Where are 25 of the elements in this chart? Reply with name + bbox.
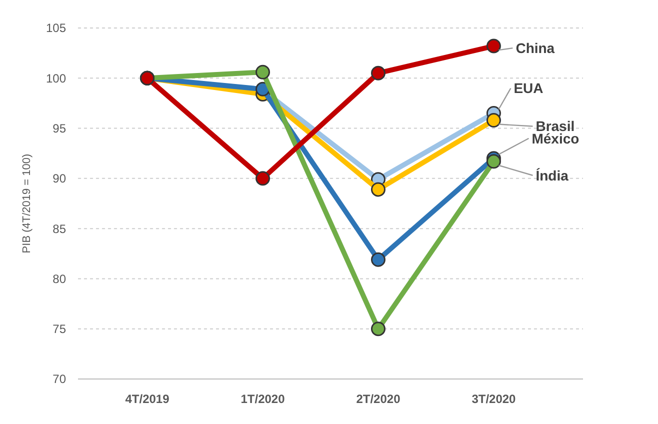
y-tick-label: 80 <box>52 272 66 286</box>
x-tick-label: 4T/2019 <box>125 392 170 406</box>
point <box>370 252 386 267</box>
y-tick-label: 100 <box>46 71 66 86</box>
point <box>370 182 386 197</box>
y-tick-label: 75 <box>52 322 66 336</box>
point <box>256 64 270 80</box>
y-tick-label: 70 <box>52 372 66 386</box>
point <box>486 154 501 169</box>
x-tick-label: 3T/2020 <box>472 392 516 406</box>
y-axis-title: PIB (4T/2019 = 100) <box>21 154 33 254</box>
point <box>256 171 270 186</box>
x-tick-label: 1T/2020 <box>240 392 286 406</box>
point <box>486 38 501 54</box>
x-tick-label: 2T/2020 <box>356 392 401 406</box>
series-label: China <box>516 40 555 56</box>
point <box>370 322 386 336</box>
y-tick-label: 105 <box>46 21 66 36</box>
y-tick-label: 85 <box>52 222 66 236</box>
point <box>486 113 501 128</box>
y-tick-label: 95 <box>52 121 66 136</box>
text: Índia <box>536 167 569 184</box>
series-label: EUA <box>514 80 544 96</box>
point <box>370 66 386 80</box>
y-tick-label: 90 <box>52 172 66 186</box>
